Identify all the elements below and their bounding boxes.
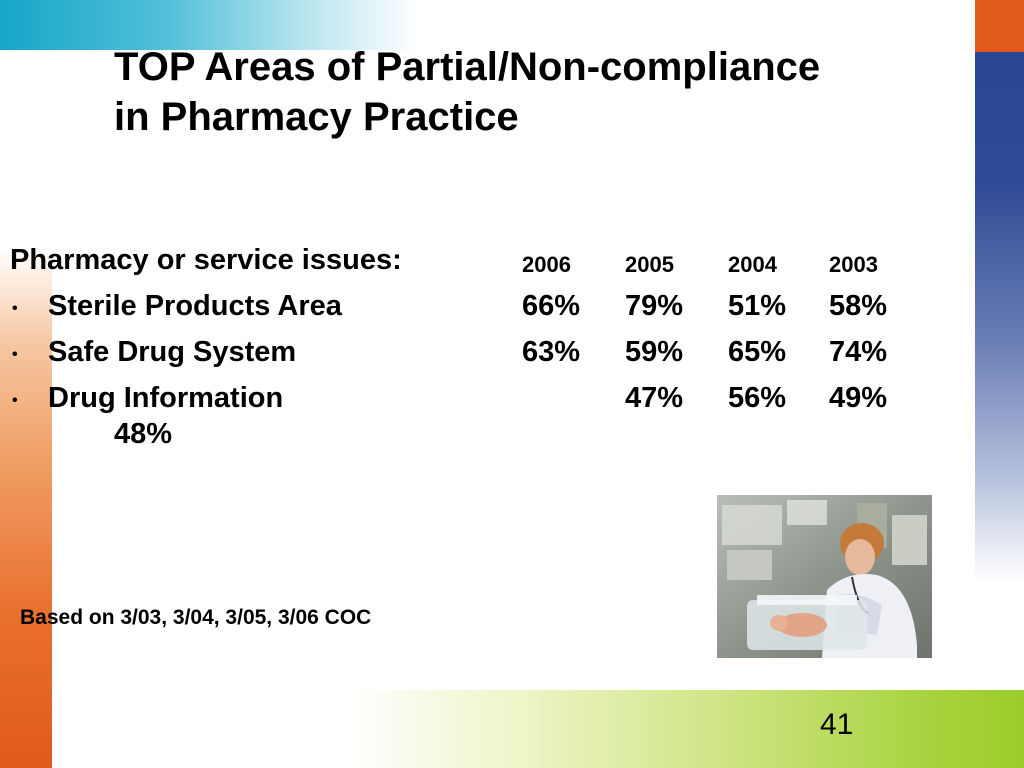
row-value-wrapped: 48% (114, 418, 173, 450)
row-value: 59% (625, 336, 684, 368)
row-label: Drug Information (48, 382, 284, 414)
table-row-sterile-products: • Sterile Products Area 66% 79% 51% 58% (10, 286, 950, 332)
row-value: 79% (625, 290, 684, 322)
left-accent-band (0, 248, 52, 768)
row-value: 63% (522, 336, 581, 368)
year-header: 2005 (625, 252, 674, 277)
right-accent-band (975, 52, 1024, 582)
page-number: 41 (820, 708, 854, 741)
table-header-row: Pharmacy or service issues: 2006 2005 20… (10, 240, 950, 286)
year-header: 2006 (522, 252, 571, 277)
right-accent-block (975, 0, 1024, 52)
compliance-table: Pharmacy or service issues: 2006 2005 20… (10, 240, 950, 450)
row-value: 47% (625, 382, 684, 414)
year-header: 2003 (829, 252, 878, 277)
slide-title: TOP Areas of Partial/Non-compliance in P… (114, 42, 954, 142)
row-value: 49% (829, 382, 888, 414)
year-header: 2004 (728, 252, 777, 277)
table-row-drug-information: • Drug Information 47% 56% 49% (10, 378, 950, 424)
row-value: 58% (829, 290, 888, 322)
nurse-with-infant-in-incubator-photo (717, 495, 932, 658)
row-value: 66% (522, 290, 581, 322)
row-value: 74% (829, 336, 888, 368)
table-row-safe-drug-system: • Safe Drug System 63% 59% 65% 74% (10, 332, 950, 378)
slide-title-line-2: in Pharmacy Practice (114, 95, 519, 139)
bullet-icon: • (12, 392, 18, 409)
bullet-icon: • (12, 300, 18, 317)
row-label: Sterile Products Area (48, 290, 342, 322)
row-value: 65% (728, 336, 787, 368)
bottom-accent-band (350, 690, 1024, 768)
row-value: 56% (728, 382, 787, 414)
row-value: 51% (728, 290, 787, 322)
source-note: Based on 3/03, 3/04, 3/05, 3/06 COC (20, 606, 372, 629)
slide-title-line-1: TOP Areas of Partial/Non-compliance (114, 45, 821, 89)
top-accent-band (0, 0, 420, 50)
header-label: Pharmacy or service issues: (10, 244, 402, 276)
bullet-icon: • (12, 346, 18, 363)
row-label: Safe Drug System (48, 336, 297, 368)
